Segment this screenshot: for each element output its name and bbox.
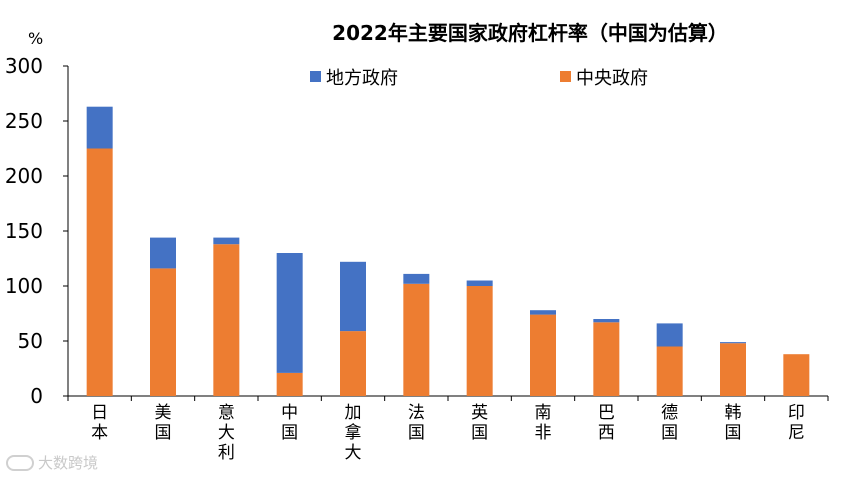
x-category-label: 巴西 — [598, 403, 615, 443]
bar-local-0 — [86, 106, 113, 149]
watermark-logo-icon — [6, 454, 34, 471]
y-axis-unit: % — [28, 29, 43, 48]
bar-local-10 — [720, 342, 746, 344]
bar-central-0 — [86, 148, 113, 396]
axes: 0 50 100 150 200 250 300 日本 美国 意大利 中国 加拿大 法国 英国 南非 巴西 德国… — [5, 54, 829, 463]
bar-local-9 — [656, 323, 683, 347]
x-category-label: 加拿大 — [345, 403, 362, 463]
x-category-label: 日本 — [91, 403, 108, 443]
bar-central-1 — [150, 268, 176, 396]
y-tick-label: 200 — [5, 164, 43, 188]
bar-central-2 — [213, 244, 240, 396]
x-category-label: 中国 — [281, 403, 298, 443]
bar-local-6 — [466, 280, 493, 286]
y-tick-label: 300 — [5, 54, 43, 78]
bar-central-9 — [656, 346, 683, 396]
x-category-label: 韩国 — [725, 403, 742, 443]
bar-central-11 — [783, 354, 810, 396]
x-category-label: 南非 — [535, 403, 552, 443]
y-tick-label: 0 — [30, 384, 43, 408]
bar-central-8 — [593, 322, 620, 396]
bar-local-8 — [593, 319, 620, 323]
legend-swatch — [310, 71, 321, 82]
bar-central-10 — [720, 343, 746, 396]
bar-central-5 — [403, 283, 430, 396]
x-category-label: 印尼 — [788, 403, 805, 443]
bar-local-7 — [530, 310, 556, 315]
bar-local-2 — [213, 237, 240, 245]
bar-central-7 — [530, 314, 556, 396]
y-tick-label: 150 — [5, 219, 43, 243]
bar-central-6 — [466, 286, 493, 396]
x-category-label: 英国 — [471, 403, 488, 443]
bar-local-4 — [340, 261, 366, 332]
chart-title: 2022年主要国家政府杠杆率（中国为估算） — [332, 21, 728, 45]
bar-local-3 — [276, 253, 303, 373]
legend-swatch — [560, 71, 571, 82]
y-tick-label: 100 — [5, 274, 43, 298]
y-tick-label: 50 — [18, 329, 43, 353]
bar-local-1 — [150, 237, 176, 269]
y-tick-label: 250 — [5, 109, 43, 133]
legend: 地方政府 中央政府 — [310, 68, 648, 89]
bar-central-4 — [340, 331, 366, 396]
x-category-label: 意大利 — [218, 403, 235, 463]
bars — [86, 106, 810, 396]
x-category-label: 法国 — [408, 403, 425, 443]
bar-local-5 — [403, 273, 430, 284]
watermark-text: 大数跨境 — [38, 454, 99, 472]
legend-label: 地方政府 — [326, 68, 398, 89]
x-category-label: 德国 — [661, 403, 678, 443]
watermark: 大数跨境 — [6, 452, 98, 473]
bar-central-3 — [276, 372, 303, 396]
legend-label: 中央政府 — [576, 68, 648, 89]
x-category-label: 美国 — [155, 403, 172, 443]
